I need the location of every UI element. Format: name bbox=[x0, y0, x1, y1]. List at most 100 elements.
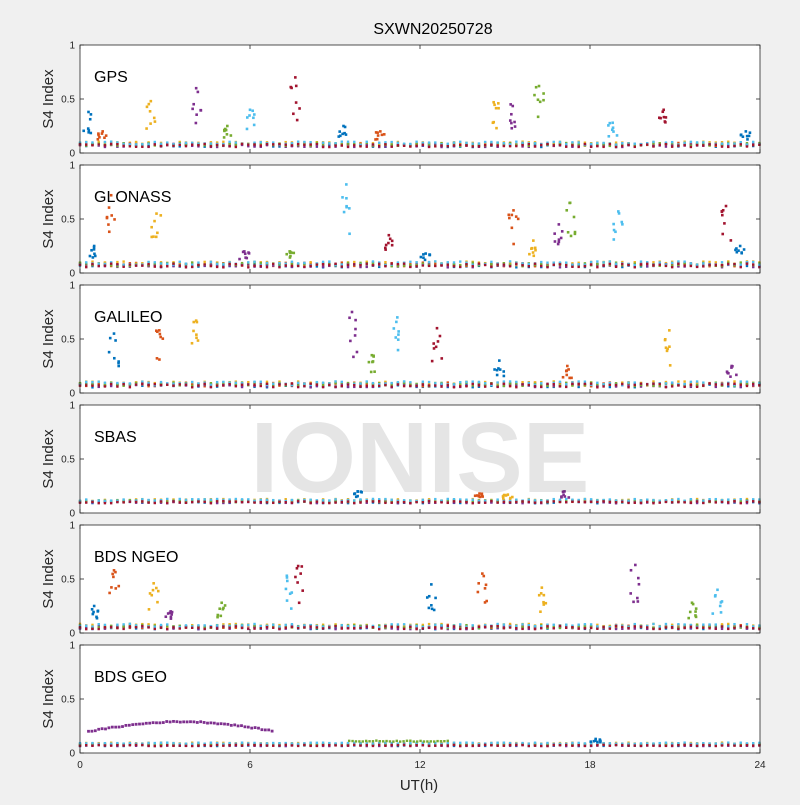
spike-peak bbox=[342, 125, 345, 128]
spike-point bbox=[497, 107, 500, 110]
data-point bbox=[646, 626, 648, 628]
data-point bbox=[546, 383, 548, 385]
data-point bbox=[671, 626, 673, 628]
data-point bbox=[515, 627, 517, 629]
y-axis-label: S4 Index bbox=[40, 549, 57, 609]
data-point bbox=[472, 383, 474, 385]
data-point bbox=[104, 500, 106, 502]
spike-point bbox=[537, 116, 540, 119]
data-point bbox=[609, 501, 611, 503]
spike-point bbox=[97, 610, 100, 613]
data-point bbox=[721, 145, 723, 147]
data-point bbox=[228, 263, 230, 265]
data-point bbox=[316, 383, 318, 385]
data-point bbox=[746, 501, 748, 503]
data-point bbox=[640, 383, 642, 385]
spike-peak bbox=[532, 239, 535, 242]
spike-point bbox=[397, 338, 400, 341]
data-point bbox=[465, 144, 467, 146]
data-point bbox=[459, 141, 461, 143]
data-point bbox=[727, 383, 729, 385]
spike-point bbox=[429, 254, 432, 257]
data-point bbox=[640, 260, 642, 262]
data-point bbox=[185, 626, 187, 628]
spike-point bbox=[711, 612, 714, 615]
data-point bbox=[403, 262, 405, 264]
data-point bbox=[353, 144, 355, 146]
spike-point bbox=[110, 214, 113, 217]
data-point bbox=[733, 500, 735, 502]
data-point bbox=[309, 383, 311, 385]
spike-point bbox=[574, 233, 577, 236]
panel-label: BDS NGEO bbox=[94, 549, 178, 566]
data-point bbox=[266, 143, 268, 145]
data-point bbox=[696, 500, 698, 502]
spike-peak bbox=[113, 569, 116, 572]
spike-point bbox=[630, 569, 633, 572]
data-point bbox=[203, 624, 205, 626]
data-point bbox=[185, 266, 187, 268]
data-point bbox=[515, 141, 517, 143]
data-point bbox=[459, 385, 461, 387]
spike-point bbox=[511, 227, 514, 230]
spike-point bbox=[665, 116, 668, 119]
data-point bbox=[347, 264, 349, 266]
spike-point bbox=[735, 374, 738, 377]
spike-peak bbox=[87, 111, 90, 114]
data-point bbox=[546, 143, 548, 145]
spike-point bbox=[106, 217, 109, 220]
data-point bbox=[222, 266, 224, 268]
spike-peak bbox=[739, 245, 742, 248]
data-point bbox=[702, 499, 704, 501]
spike-point bbox=[223, 136, 226, 139]
data-point bbox=[341, 263, 343, 265]
data-point bbox=[596, 263, 598, 265]
data-point bbox=[659, 501, 661, 503]
y-tick-label: 0 bbox=[69, 509, 75, 520]
data-point bbox=[459, 381, 461, 383]
data-point bbox=[540, 265, 542, 267]
data-point bbox=[197, 498, 199, 500]
spike-point bbox=[192, 330, 195, 333]
data-point bbox=[216, 266, 218, 268]
data-point bbox=[478, 384, 480, 386]
spike-point bbox=[495, 127, 498, 130]
data-point bbox=[677, 380, 679, 382]
spike-point bbox=[197, 91, 200, 94]
spike-point bbox=[570, 235, 573, 238]
data-point bbox=[110, 140, 112, 142]
data-point bbox=[577, 627, 579, 629]
spike-point bbox=[152, 589, 155, 592]
spike-point bbox=[296, 119, 299, 122]
data-point bbox=[677, 623, 679, 625]
data-point bbox=[353, 263, 355, 265]
data-point bbox=[677, 263, 679, 265]
spike-point bbox=[687, 617, 690, 620]
y-tick-label: 0.5 bbox=[61, 215, 75, 226]
data-point bbox=[565, 627, 567, 629]
data-point bbox=[733, 380, 735, 382]
data-point bbox=[403, 380, 405, 382]
data-point bbox=[278, 262, 280, 264]
data-point bbox=[122, 383, 124, 385]
data-point bbox=[241, 627, 243, 629]
spike-peak bbox=[512, 209, 515, 212]
data-point bbox=[472, 265, 474, 267]
data-point bbox=[472, 380, 474, 382]
spike-peak bbox=[541, 586, 544, 589]
data-point bbox=[752, 144, 754, 146]
data-point bbox=[141, 498, 143, 500]
data-point bbox=[528, 624, 530, 626]
data-point bbox=[228, 500, 230, 502]
spike-peak bbox=[113, 332, 116, 335]
data-point bbox=[721, 501, 723, 503]
spike-point bbox=[393, 327, 396, 330]
spike-point bbox=[477, 591, 480, 594]
data-point bbox=[640, 502, 642, 504]
data-point bbox=[116, 501, 118, 503]
spike-point bbox=[117, 362, 120, 365]
spike-point bbox=[620, 221, 623, 224]
spike-point bbox=[251, 109, 254, 112]
data-point bbox=[397, 623, 399, 625]
